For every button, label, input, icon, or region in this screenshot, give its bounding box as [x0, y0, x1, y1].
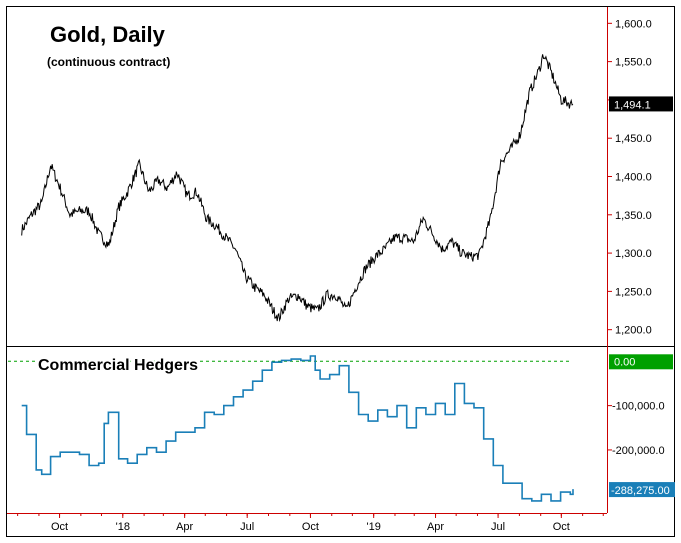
hedgers-y-tick-label: -100,000.0 [612, 401, 665, 413]
gold-y-tick-label: 1,550.0 [615, 57, 652, 69]
x-tick-label: Oct [553, 521, 570, 533]
hedgers-y-tick-label: -200,000.0 [612, 445, 665, 457]
gold-last-value-badge: 1,494.1 [609, 96, 673, 112]
x-tick-label: '19 [367, 521, 381, 533]
gold-price-line [21, 54, 574, 323]
hedgers-last-value-badge-bg [609, 482, 675, 498]
gold-chart-title: Gold, Daily [50, 22, 166, 47]
gold-y-tick-label: 1,400.0 [615, 172, 652, 184]
gold-price-series [21, 54, 574, 323]
gold-y-tick-label: 1,600.0 [615, 18, 652, 30]
hedgers-net-position-line [21, 355, 574, 502]
x-tick-label: Oct [51, 521, 68, 533]
x-tick-label: Oct [302, 521, 319, 533]
x-tick-label: Apr [176, 521, 193, 533]
gold-last-value-badge-bg [609, 96, 673, 112]
gold-y-tick-label: 1,200.0 [615, 325, 652, 337]
hedgers-y-axis-ticks: -200,000.0 -100,000.0 [607, 401, 665, 457]
x-tick-label: '18 [116, 521, 130, 533]
gold-y-tick-label: 1,300.0 [615, 248, 652, 260]
x-tick-label: Jul [491, 521, 505, 533]
gold-y-axis-ticks: 1,200.0 1,250.0 1,300.0 1,350.0 1,400.0 1,450… [607, 18, 652, 337]
hedgers-chart-title: Commercial Hedgers [38, 357, 198, 374]
hedgers-zero-badge-bg [609, 354, 673, 370]
x-axis-ticks: Oct '18 Apr Jul Oct '19 Apr Jul Oct [17, 513, 604, 533]
gold-y-tick-label: 1,350.0 [615, 210, 652, 222]
hedgers-zero-label: 0.00 [614, 356, 635, 368]
hedgers-last-value-badge: -288,275.00 [609, 482, 675, 498]
x-tick-label: Apr [427, 521, 444, 533]
gold-last-value-label: 1,494.1 [614, 99, 651, 111]
gold-y-tick-label: 1,250.0 [615, 286, 652, 298]
hedgers-series [21, 355, 574, 502]
gold-chart-subtitle: (continuous contract) [47, 55, 170, 69]
gold-y-tick-label: 1,450.0 [615, 133, 652, 145]
hedgers-last-value-label: -288,275.00 [611, 485, 670, 497]
hedgers-zero-badge: 0.00 [609, 354, 673, 370]
chart-frame [6, 6, 675, 537]
x-tick-label: Jul [240, 521, 254, 533]
